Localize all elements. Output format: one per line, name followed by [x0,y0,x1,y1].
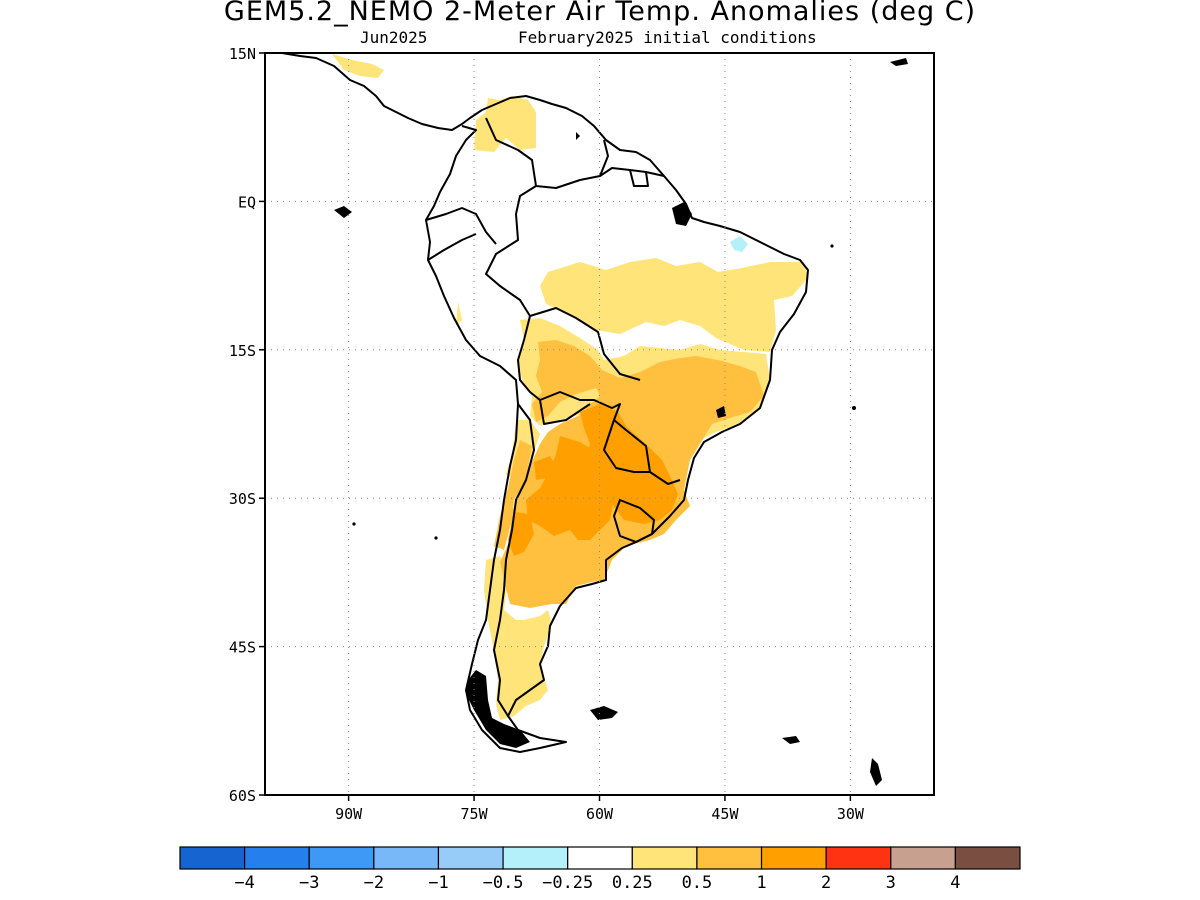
lat-tick-label: 60S [229,787,256,805]
map-content: 15N EQ 15S 30S 45S 60S 90W 75W 60W 45W 30W [229,45,935,823]
longitude-axis: 90W 75W 60W 45W 30W [335,795,865,823]
colorbar-swatch [825,846,892,870]
map-gridlines [265,53,934,795]
lon-tick-label: 30W [837,805,865,823]
colorbar-swatch [437,846,504,870]
colorbar-swatch [631,846,698,870]
colorbar-label: 4 [950,873,960,893]
lon-tick-label: 75W [461,805,489,823]
colorbar-swatch [696,846,763,870]
colorbar-label: −0.25 [542,873,593,893]
colorbar-label: −2 [364,873,384,893]
lon-tick-label: 45W [711,805,739,823]
latitude-axis: 15N EQ 15S 30S 45S 60S [229,45,265,805]
coastlines [281,53,809,753]
colorbar-swatch [502,846,569,870]
lat-tick-label: 30S [229,490,256,508]
colorbar-label: −3 [299,873,319,893]
colorbar-label: −4 [234,873,254,893]
colorbar: −4 −3 −2 −1 −0.5 −0.25 0.25 0.5 1 2 3 4 [179,846,1021,893]
colorbar-swatch [890,846,956,870]
colorbar-label: 0.5 [682,873,713,893]
islands [334,58,908,786]
colorbar-label: −1 [428,873,448,893]
colorbar-label: 1 [756,873,766,893]
forecast-month: Jun2025 [360,28,428,47]
initial-conditions: February2025 initial conditions [518,28,817,47]
colorbar-swatch [308,846,375,870]
colorbar-swatch [954,846,1021,870]
lat-tick-label: 45S [229,639,256,657]
lat-tick-label: 15S [229,342,256,360]
lon-tick-label: 90W [335,805,363,823]
colorbar-swatch [244,846,310,870]
colorbar-swatch [179,846,246,870]
colorbar-swatch [567,846,633,870]
lat-tick-label: EQ [238,193,256,211]
chart-title: GEM5.2_NEMO 2-Meter Air Temp. Anomalies … [223,0,977,27]
anomaly-dark-orange [508,404,678,556]
colorbar-swatch [373,846,440,870]
lat-tick-label: 15N [229,45,256,63]
colorbar-label: 0.25 [612,873,653,893]
colorbar-swatch [760,846,827,870]
colorbar-label: 3 [886,873,896,893]
colorbar-label: −0.5 [483,873,524,893]
colorbar-label: 2 [821,873,831,893]
anomaly-negative-patch [730,236,748,252]
lon-tick-label: 60W [586,805,614,823]
